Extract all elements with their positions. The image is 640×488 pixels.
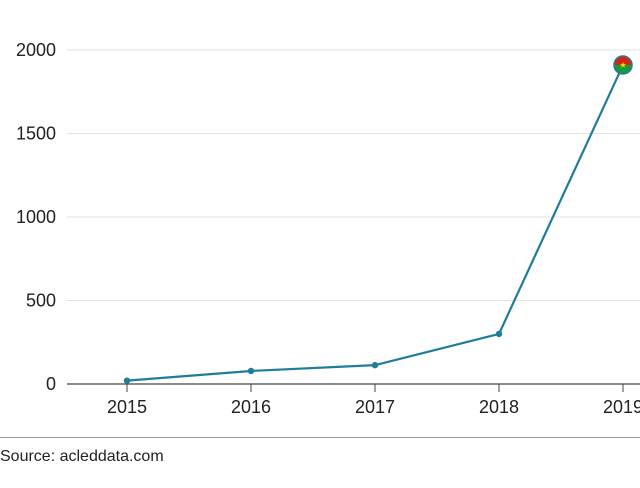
flag-red-band — [614, 56, 632, 66]
flag-star — [619, 61, 627, 68]
axes — [67, 383, 640, 392]
flag-ring — [613, 55, 633, 75]
data-point — [123, 377, 131, 384]
flag-body — [614, 56, 632, 75]
data-point — [495, 330, 503, 338]
y-tick-label: 0 — [46, 374, 56, 394]
y-tick-labels: 0 500 1000 1500 2000 — [16, 40, 56, 394]
footer-divider — [0, 437, 640, 438]
data-points — [123, 330, 503, 384]
x-tick-label: 2015 — [107, 397, 147, 417]
burkina-faso-flag-icon — [613, 55, 633, 75]
flag-green-band — [614, 65, 632, 75]
data-point — [371, 361, 379, 369]
y-tick-label: 2000 — [16, 40, 56, 60]
series-line — [126, 64, 624, 382]
data-point — [247, 367, 255, 375]
x-tick-label: 2016 — [231, 397, 271, 417]
y-tick-label: 500 — [26, 291, 56, 311]
source-credit: Source: acleddata.com — [0, 448, 164, 465]
gridlines — [67, 49, 640, 301]
x-tick-labels: 2015 2016 2017 2018 2019 — [107, 397, 640, 417]
x-tick-label: 2017 — [355, 397, 395, 417]
x-tick-label: 2018 — [479, 397, 519, 417]
y-tick-label: 1000 — [16, 207, 56, 227]
series-line-group — [126, 64, 624, 382]
y-tick-label: 1500 — [16, 124, 56, 144]
x-tick-label: 2019 — [603, 397, 640, 417]
